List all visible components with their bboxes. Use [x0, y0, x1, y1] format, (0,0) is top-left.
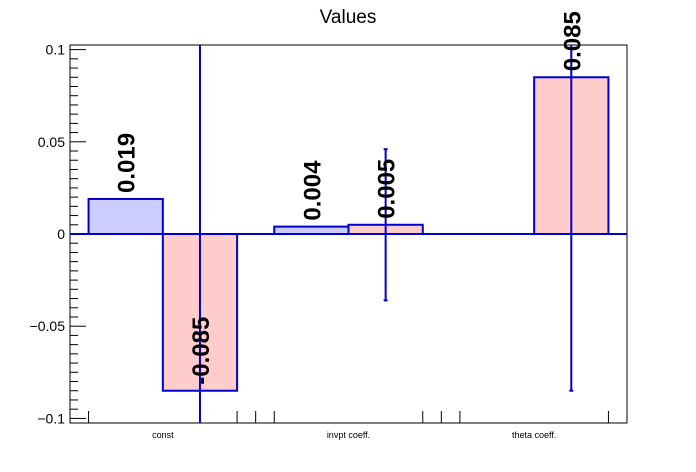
data-label: 0.005: [374, 159, 401, 219]
y-tick-label: 0.05: [38, 134, 65, 150]
data-label: -0.085: [188, 317, 215, 385]
y-tick-label: 0: [57, 226, 65, 242]
data-label: 0.085: [559, 11, 586, 71]
chart-title: Values: [320, 7, 377, 28]
y-tick-label: 0.1: [46, 42, 66, 58]
y-tick-label: −0.05: [30, 318, 66, 334]
error-bars: [198, 45, 574, 423]
bar: [273, 225, 350, 235]
bar: [87, 197, 164, 235]
data-label: 0.004: [299, 160, 326, 221]
x-tick-label: const: [152, 430, 174, 440]
x-tick-label: theta coeff.: [512, 430, 556, 440]
y-tick-label: −0.1: [37, 410, 65, 426]
x-tick-label: invpt coeff.: [327, 430, 370, 440]
data-labels: 0.019 0.004 -0.085 0.005 0.085: [114, 11, 587, 385]
x-axis: const invpt coeff. theta coeff.: [88, 411, 609, 440]
y-axis: −0.1 −0.05 0 0.05 0.1: [30, 42, 86, 426]
data-label: 0.019: [114, 133, 141, 193]
